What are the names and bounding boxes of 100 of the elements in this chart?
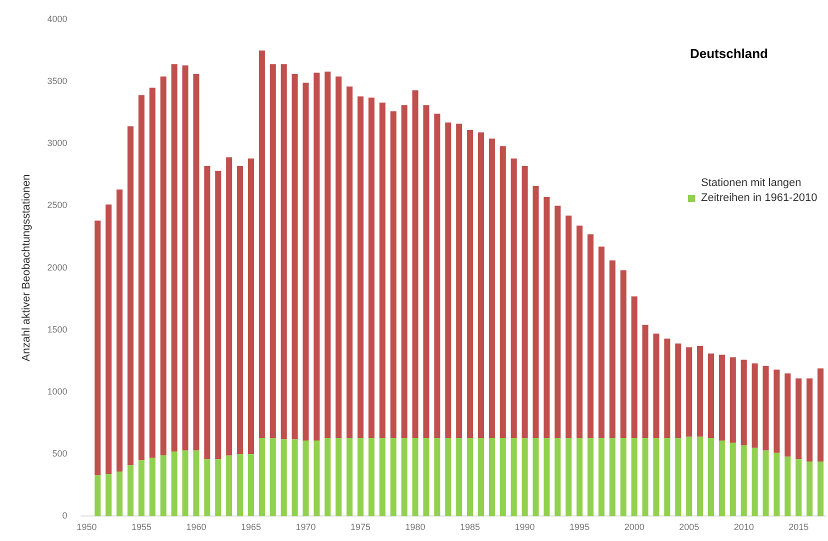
bar [358, 438, 364, 516]
bar [653, 438, 660, 516]
bar [510, 438, 517, 516]
x-tick-label: 2010 [734, 522, 754, 532]
bar [390, 111, 396, 438]
bar [697, 436, 704, 516]
bar [379, 438, 386, 516]
bar [762, 450, 769, 516]
bar [774, 452, 780, 516]
bar [193, 74, 200, 450]
bar [314, 440, 320, 516]
bar [478, 438, 484, 516]
bar [237, 454, 244, 516]
bar [488, 438, 495, 516]
bar [127, 465, 134, 516]
bar [237, 166, 244, 454]
bar [368, 98, 374, 438]
bar [664, 438, 670, 516]
bar [379, 102, 386, 438]
y-tick-label: 3000 [47, 138, 68, 148]
x-tick-label: 1985 [460, 522, 480, 532]
bar [248, 454, 254, 516]
bar [138, 95, 144, 460]
bar [510, 158, 517, 438]
bar [445, 438, 452, 516]
x-tick-label: 1950 [76, 522, 97, 532]
bar [434, 438, 440, 516]
bar [412, 438, 418, 516]
bar [718, 354, 725, 440]
bar [598, 246, 604, 438]
bar [818, 368, 824, 462]
bar [522, 166, 528, 438]
bar [544, 197, 550, 438]
bar [314, 72, 320, 440]
bar [609, 260, 616, 438]
bar [270, 438, 276, 516]
bar [346, 86, 353, 438]
bar [270, 64, 276, 438]
y-axis-title: Anzahl aktiver Beobachtungsstationen [20, 174, 33, 362]
bar [522, 438, 528, 516]
bar [302, 82, 309, 440]
bar [324, 438, 331, 516]
bar [160, 455, 166, 516]
bar [215, 459, 222, 516]
bar [718, 440, 725, 516]
y-tick-label: 2500 [47, 200, 68, 210]
bar [149, 88, 156, 458]
bar [588, 438, 594, 516]
bar [116, 190, 123, 472]
bar [532, 186, 539, 438]
bar [94, 475, 101, 516]
bar [292, 74, 298, 440]
bar [302, 440, 309, 516]
bar [258, 50, 265, 438]
bar [609, 438, 616, 516]
bar [566, 216, 572, 438]
bar [358, 96, 364, 438]
bar [708, 354, 714, 438]
bar [554, 438, 561, 516]
bar [784, 456, 791, 516]
x-tick-label: 1990 [514, 522, 535, 532]
bar [456, 124, 462, 438]
y-tick-label: 0 [62, 510, 68, 521]
bar [500, 438, 506, 516]
y-tick-label: 1000 [47, 386, 68, 396]
bar [138, 460, 144, 516]
bar [171, 64, 178, 452]
x-tick-label: 1970 [296, 522, 316, 532]
x-tick-label: 1965 [240, 522, 262, 532]
bar [544, 438, 550, 516]
x-tick-label: 1955 [131, 522, 152, 532]
bar [500, 146, 506, 438]
bar [94, 220, 101, 476]
x-tick-label: 1960 [186, 522, 206, 532]
bar [620, 438, 626, 516]
bar [554, 206, 561, 438]
bar [576, 226, 583, 438]
bar [697, 346, 704, 437]
bar [248, 158, 254, 454]
y-tick-label: 500 [52, 448, 68, 459]
bar [423, 105, 430, 438]
bar [401, 438, 408, 516]
bar [467, 438, 474, 516]
bar [171, 452, 178, 516]
bar [686, 347, 692, 437]
bar [160, 76, 166, 456]
bar [226, 157, 232, 456]
bar [752, 363, 758, 448]
bar [566, 438, 572, 516]
bar [675, 344, 682, 438]
bar [730, 442, 736, 516]
bar [324, 72, 331, 438]
bar [182, 450, 188, 516]
bar [532, 438, 539, 516]
bar [631, 296, 638, 438]
bar [346, 438, 353, 516]
bar [806, 378, 813, 462]
bar [488, 138, 495, 438]
x-tick-label: 2000 [624, 522, 644, 532]
bar [653, 334, 660, 438]
